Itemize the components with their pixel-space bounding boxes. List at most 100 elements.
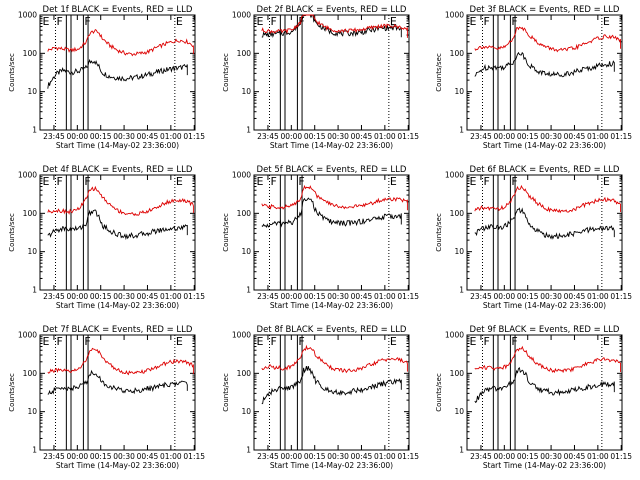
marker-letter-e: E [390, 175, 397, 188]
plot-frame [39, 174, 196, 291]
x-tick-label: 00:30 [327, 292, 349, 301]
plot-frame [253, 334, 410, 451]
y-tick-label: 10 [27, 247, 37, 256]
plot-frame [466, 14, 623, 131]
marker-letter-e: E [257, 335, 264, 348]
y-tick-label: 100 [450, 369, 465, 378]
y-axis-label: Counts/sec [8, 373, 16, 412]
x-tick-label: 01:15 [397, 452, 419, 461]
panel-title: Det 4f BLACK = Events, RED = LLD [43, 165, 193, 175]
marker-letter-f: F [84, 15, 90, 28]
x-tick-label: 23:45 [257, 292, 279, 301]
series-events-line [474, 366, 615, 404]
series-lld-line [474, 345, 621, 374]
x-tick-label: 00:00 [67, 452, 89, 461]
x-tick-label: 00:45 [351, 292, 373, 301]
y-tick-label: 10 [454, 87, 464, 96]
x-tick-label: 00:00 [494, 292, 516, 301]
x-tick-label: 01:15 [610, 452, 632, 461]
series-events-line [47, 58, 188, 89]
y-tick-label: 10 [27, 407, 37, 416]
x-tick-label: 01:00 [374, 292, 396, 301]
series-events-line [261, 366, 402, 405]
y-tick-label: 10 [27, 87, 37, 96]
y-tick-label: 10 [454, 407, 464, 416]
series-events-line [474, 51, 615, 78]
y-tick-label: 1000 [232, 171, 251, 180]
x-tick-label: 00:45 [137, 132, 159, 141]
y-axis-label: Counts/sec [222, 213, 230, 252]
series-lld-line [47, 347, 194, 376]
x-tick-label: 00:45 [564, 452, 586, 461]
y-tick-label: 1 [246, 286, 251, 295]
marker-letter-f: F [84, 335, 90, 348]
x-axis-label: Start Time (14-May-02 23:36:00) [56, 301, 179, 310]
x-tick-label: 01:15 [397, 292, 419, 301]
marker-letter-f: F [484, 335, 490, 348]
marker-letter-e: E [257, 15, 264, 28]
marker-letter-f: F [298, 335, 304, 348]
y-axis-label: Counts/sec [8, 53, 16, 92]
series-lld-line [261, 14, 408, 38]
marker-letter-e: E [43, 175, 50, 188]
x-tick-label: 01:15 [610, 292, 632, 301]
panel-det-6: Det 6f BLACK = Events, RED = LLD 1 10 100 10… [435, 165, 632, 310]
x-tick-label: 00:30 [540, 452, 562, 461]
x-tick-label: 00:30 [113, 292, 135, 301]
marker-letter-e: E [176, 335, 183, 348]
plot-frame [466, 174, 623, 291]
y-tick-label: 1 [32, 446, 37, 455]
panel-title: Det 1f BLACK = Events, RED = LLD [43, 5, 193, 15]
x-axis-label: Start Time (14-May-02 23:36:00) [483, 301, 606, 310]
x-tick-label: 00:30 [540, 132, 562, 141]
marker-letter-f: F [271, 15, 277, 28]
y-tick-label: 1000 [18, 331, 37, 340]
x-tick-label: 00:15 [304, 292, 326, 301]
x-tick-label: 00:30 [540, 292, 562, 301]
x-tick-label: 00:15 [517, 292, 539, 301]
marker-letter-e: E [470, 335, 477, 348]
y-axis-label: Counts/sec [222, 373, 230, 412]
x-tick-label: 00:00 [494, 452, 516, 461]
series-events-line [261, 14, 402, 39]
y-tick-label: 100 [237, 209, 252, 218]
y-tick-label: 1000 [445, 171, 464, 180]
plot-frame [39, 14, 196, 131]
x-tick-label: 23:45 [43, 292, 65, 301]
x-tick-label: 23:45 [470, 452, 492, 461]
y-tick-label: 100 [450, 49, 465, 58]
marker-letter-e: E [390, 335, 397, 348]
panel-det-2: Det 2f BLACK = Events, RED = LLD 1 10 100 10… [222, 5, 419, 150]
y-tick-label: 100 [450, 209, 465, 218]
marker-letter-e: E [176, 175, 183, 188]
y-tick-label: 1000 [18, 11, 37, 20]
marker-letter-f: F [57, 15, 63, 28]
series-events-line [47, 209, 188, 241]
marker-letter-e: E [257, 175, 264, 188]
series-events-line [47, 369, 188, 395]
x-tick-label: 01:00 [374, 452, 396, 461]
marker-letter-e: E [43, 335, 50, 348]
x-tick-label: 01:00 [160, 132, 182, 141]
panel-title: Det 3f BLACK = Events, RED = LLD [470, 5, 620, 15]
x-tick-label: 01:00 [587, 292, 609, 301]
y-tick-label: 100 [237, 49, 252, 58]
x-tick-label: 23:45 [257, 452, 279, 461]
x-tick-label: 00:15 [304, 132, 326, 141]
y-tick-label: 100 [237, 369, 252, 378]
plot-frame [466, 334, 623, 451]
x-tick-label: 00:00 [494, 132, 516, 141]
x-axis-label: Start Time (14-May-02 23:36:00) [270, 141, 393, 150]
plot-frame [253, 14, 410, 131]
x-tick-label: 00:00 [67, 132, 89, 141]
x-tick-label: 00:45 [351, 452, 373, 461]
x-axis-label: Start Time (14-May-02 23:36:00) [270, 301, 393, 310]
marker-letter-e: E [603, 175, 610, 188]
x-tick-label: 00:15 [90, 292, 112, 301]
y-tick-label: 1 [32, 286, 37, 295]
x-tick-label: 00:00 [281, 292, 303, 301]
x-tick-label: 00:45 [137, 452, 159, 461]
panel-det-8: Det 8f BLACK = Events, RED = LLD 1 10 100 10… [222, 325, 419, 470]
y-tick-label: 10 [241, 87, 251, 96]
plot-frame [39, 334, 196, 451]
